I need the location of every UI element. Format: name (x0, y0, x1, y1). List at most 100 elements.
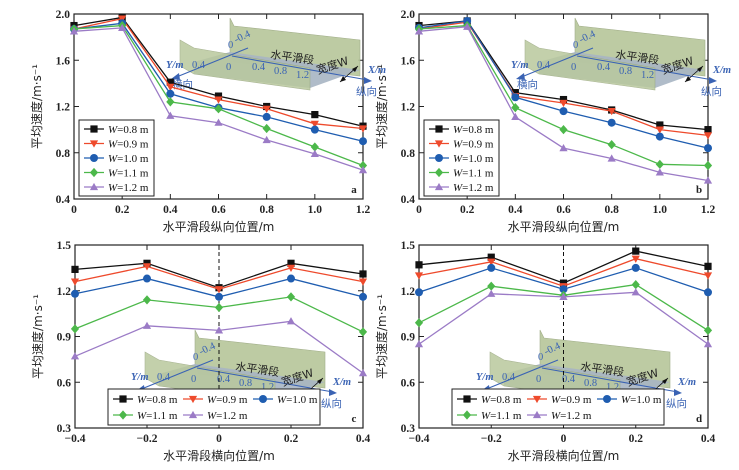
legend-item: W=1.2 m (183, 410, 248, 422)
data-point (166, 89, 175, 98)
data-point (511, 103, 520, 113)
legend-value: =0.8 m (117, 124, 149, 136)
data-point (214, 96, 223, 104)
data-point (262, 135, 271, 144)
inset-x-direction-label: 纵向 (666, 397, 687, 410)
legend-label: W=0.8 m (108, 124, 149, 136)
legend-label: W=0.9 m (453, 139, 494, 151)
legend-label: W=0.8 m (137, 394, 178, 406)
legend-marker-icon (118, 410, 128, 420)
inset-x-tick: 1.2 (606, 382, 619, 393)
legend-var: W (108, 182, 118, 194)
legend-value: =1.0 m (630, 394, 662, 406)
panel-letter: c (352, 413, 357, 425)
legend-box (107, 388, 321, 426)
legend: W=0.8 mW=0.9 mW=1.0 mW=1.1 mW=1.2 m (423, 119, 500, 197)
data-point (118, 23, 127, 31)
data-point (607, 118, 616, 127)
legend-marker-icon (434, 167, 444, 178)
x-tick-label: 0.2 (284, 433, 299, 445)
data-point (262, 105, 271, 113)
data-point (358, 160, 368, 171)
inset-y-axis (518, 47, 594, 79)
legend-item: W=1.0 m (429, 153, 494, 165)
data-point (704, 144, 712, 153)
data-point (607, 154, 616, 162)
inset-x-arrow-icon (674, 389, 682, 396)
legend-marker-icon (119, 395, 127, 403)
inset-x-axis (196, 367, 334, 393)
legend-var: W (108, 139, 118, 151)
inset-x-tick: 0.8 (619, 66, 632, 77)
panel-letter: a (351, 184, 357, 196)
legend-item: W=1.2 m (429, 182, 494, 194)
data-point (70, 352, 80, 360)
legend-item: W=1.1 m (457, 410, 522, 422)
inset-x-axis-label: X/m (712, 65, 731, 76)
series-W1_2m (69, 23, 368, 174)
data-point (359, 292, 367, 301)
data-point (286, 264, 296, 272)
legend-marker-icon (259, 395, 267, 403)
data-point (607, 140, 616, 150)
y-tick-label: 0.4 (56, 194, 71, 206)
legend-marker-icon (434, 140, 444, 148)
data-point (559, 292, 568, 300)
data-point (311, 110, 319, 119)
data-point (559, 107, 568, 116)
legend-var: W (207, 410, 217, 422)
legend-label: W=1.1 m (481, 410, 522, 422)
x-tick-label: 0 (71, 204, 77, 216)
legend-item: W=1.2 m (527, 410, 592, 422)
inset-x-axis-label: X/m (677, 377, 696, 388)
data-point (70, 324, 80, 334)
data-point (358, 165, 368, 174)
data-point (703, 132, 713, 140)
data-point (287, 259, 295, 267)
legend-var: W (137, 394, 147, 406)
legend-var: W (207, 394, 217, 406)
legend-marker-icon (89, 140, 99, 148)
series-W1_2m (70, 317, 368, 377)
x-tick-label: 0.4 (701, 433, 716, 445)
x-tick-label: 0.8 (259, 204, 274, 216)
data-point (166, 78, 174, 86)
y-tick-label: 1.2 (57, 286, 72, 298)
inset-y-direction-label: 横向 (172, 78, 193, 91)
data-point (310, 125, 319, 134)
legend-var: W (108, 124, 118, 136)
legend-var: W (481, 394, 491, 406)
data-point (262, 112, 271, 121)
legend-item: W=1.0 m (84, 153, 149, 165)
data-point (414, 318, 424, 328)
data-point (631, 288, 640, 296)
legend-item: W=1.2 m (84, 182, 149, 194)
legend-label: W=1.2 m (453, 182, 494, 194)
data-point (655, 132, 664, 141)
data-point (414, 27, 424, 35)
inset-x-tick: 0.8 (239, 378, 252, 389)
data-point (415, 261, 423, 269)
panel-letter: d (696, 413, 702, 425)
x-tick-label: 0.4 (508, 204, 523, 216)
series-W1_0m (71, 274, 367, 301)
inset-width-arrowhead-icon (352, 66, 358, 72)
legend-item: W=0.8 m (457, 394, 522, 406)
y-tick-label: 1.2 (401, 102, 416, 114)
legend-marker-icon (462, 410, 472, 420)
x-tick-label: 0.4 (356, 433, 371, 445)
data-point (655, 126, 664, 134)
inset-y-axis (173, 47, 249, 79)
y-axis-label: 平均速度/m·s⁻¹ (374, 64, 389, 149)
data-point (358, 125, 368, 133)
data-point (143, 274, 151, 283)
x-tick-label: 0.6 (211, 204, 226, 216)
inset-x-direction-label: 纵向 (701, 85, 722, 98)
series-W1_2m (414, 288, 713, 348)
legend-var: W (551, 394, 561, 406)
y-tick-label: 1.5 (57, 240, 72, 252)
x-tick-label: 0 (216, 433, 222, 445)
y-tick-label: 1.2 (56, 102, 71, 114)
data-point (631, 280, 640, 290)
